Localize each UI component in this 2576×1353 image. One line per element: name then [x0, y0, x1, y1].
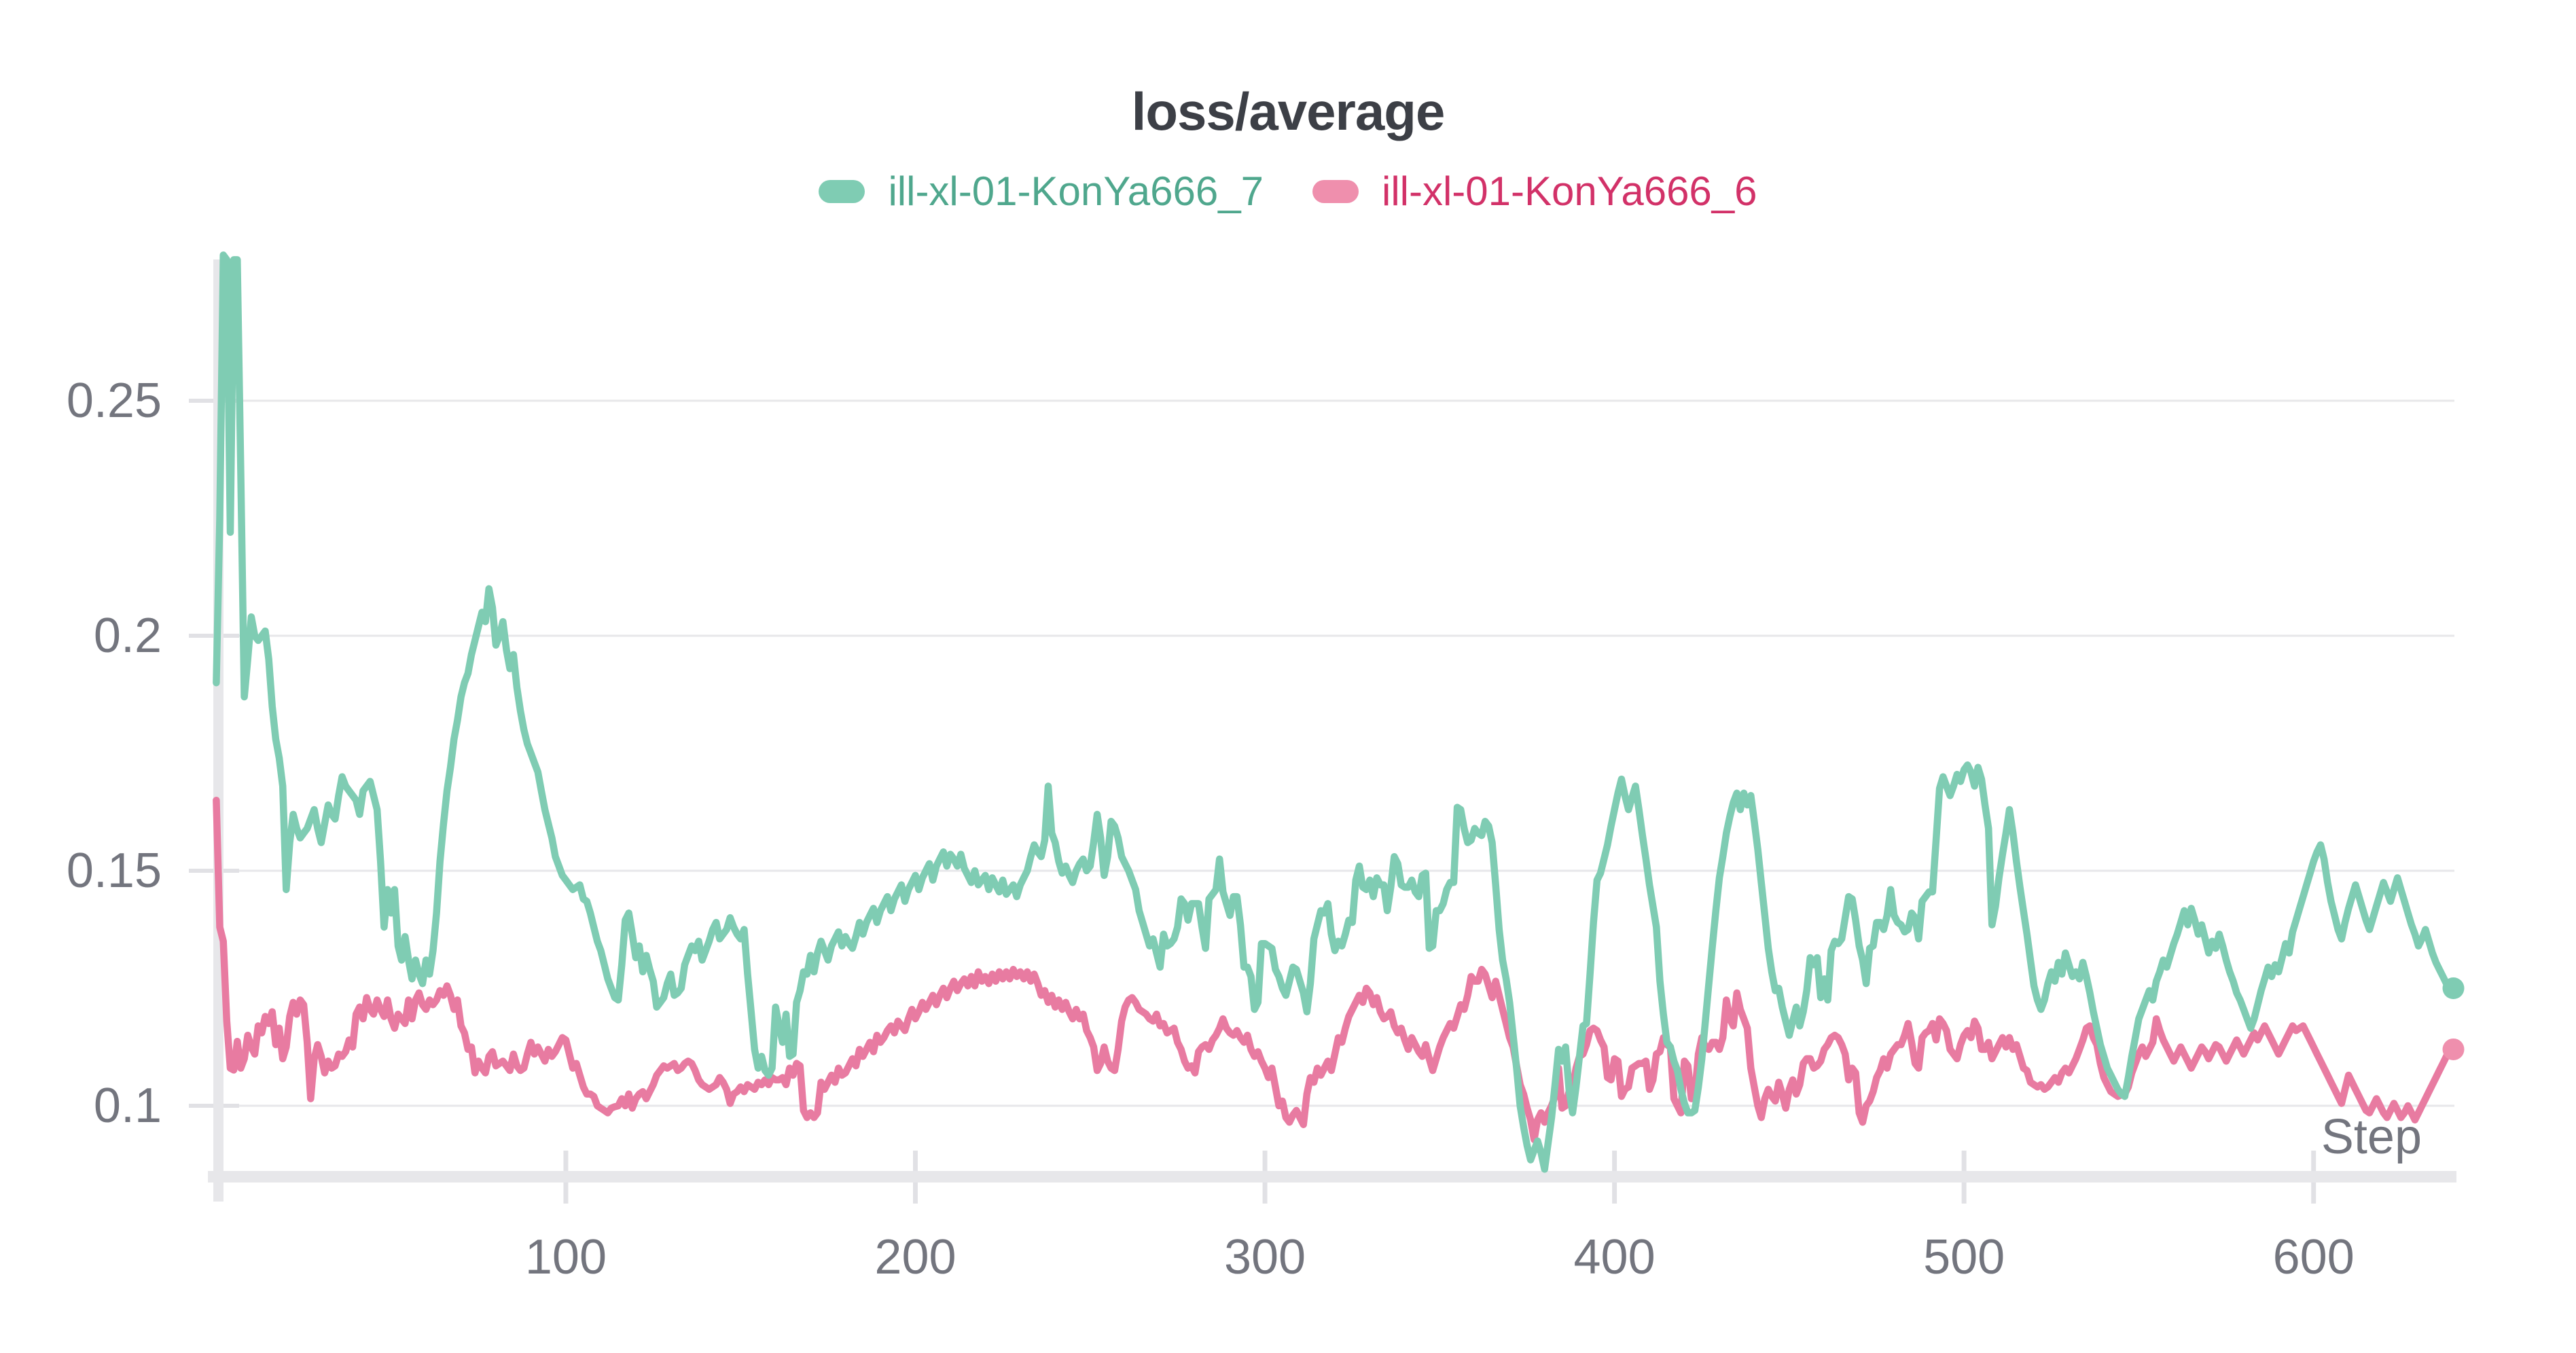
- legend-item-run-6[interactable]: ill-xl-01-KonYa666_6: [1312, 167, 1757, 216]
- x-tick-label: 200: [874, 1230, 956, 1284]
- x-tick-label: 600: [2273, 1230, 2355, 1284]
- legend-label-run-6: ill-xl-01-KonYa666_6: [1382, 168, 1757, 214]
- x-axis-label: Step: [2321, 1110, 2422, 1164]
- x-tick-label: 100: [525, 1230, 607, 1284]
- series-line-ill-xl-01-KonYa666_7[interactable]: [213, 251, 2457, 1173]
- y-tick-label: 0.15: [67, 844, 162, 898]
- legend-item-run-7[interactable]: ill-xl-01-KonYa666_7: [819, 167, 1264, 216]
- legend-label-run-7: ill-xl-01-KonYa666_7: [888, 168, 1264, 214]
- x-tick-label: 500: [1923, 1230, 2005, 1284]
- y-tick-label: 0.2: [94, 609, 162, 663]
- legend-swatch-run-7-icon: [819, 180, 865, 203]
- series-end-dot-ill-xl-01-KonYa666_7: [2442, 977, 2465, 999]
- legend: ill-xl-01-KonYa666_7 ill-xl-01-KonYa666_…: [0, 167, 2576, 216]
- legend-swatch-run-6-icon: [1312, 180, 1359, 203]
- page-title: loss/average: [1131, 82, 1446, 141]
- x-tick-label: 400: [1574, 1230, 1656, 1284]
- series-end-dot-ill-xl-01-KonYa666_6: [2442, 1038, 2465, 1060]
- y-tick-label: 0.25: [67, 374, 162, 428]
- x-axis-line: [208, 1171, 2456, 1183]
- y-tick-label: 0.1: [94, 1079, 162, 1133]
- x-tick-label: 300: [1224, 1230, 1306, 1284]
- series-line-ill-xl-01-KonYa666_6[interactable]: [213, 796, 2457, 1144]
